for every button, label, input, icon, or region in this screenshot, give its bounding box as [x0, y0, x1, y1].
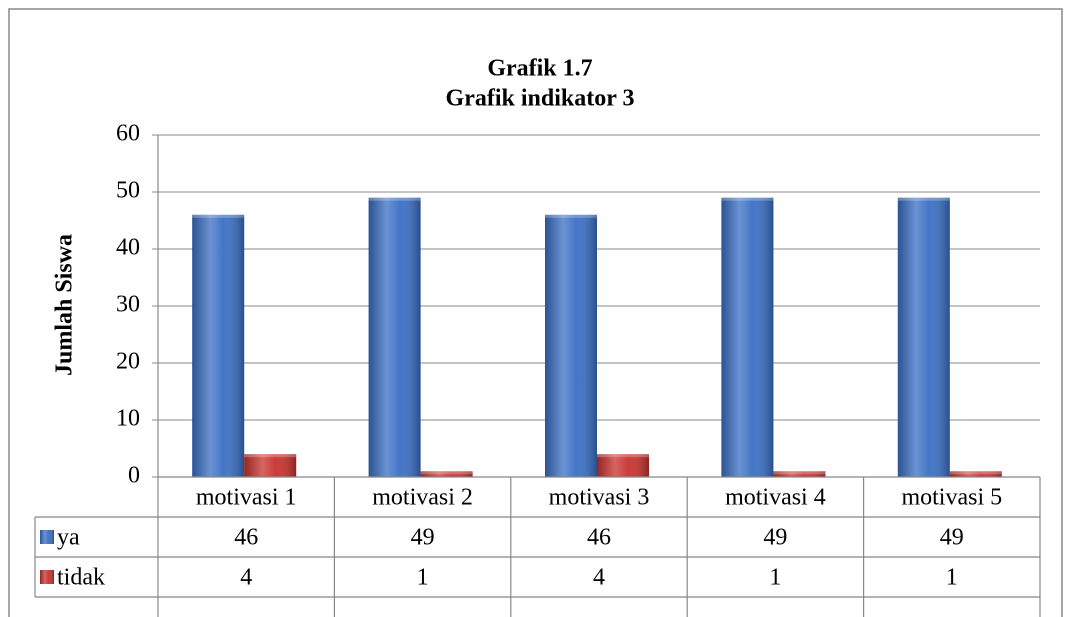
legend-label: tidak — [57, 565, 105, 591]
bar-top — [897, 197, 950, 201]
y-tick-label: 0 — [128, 463, 140, 489]
bar-top — [368, 197, 421, 201]
bar-top — [597, 454, 649, 458]
legend-swatch-shade — [40, 570, 54, 584]
legend-label: ya — [57, 525, 80, 551]
table-value: 49 — [763, 525, 787, 551]
bar-shade — [773, 471, 826, 477]
bar-shade — [721, 197, 774, 477]
bar-shade — [597, 454, 649, 477]
y-tick-label: 40 — [116, 235, 140, 261]
bar-top — [721, 197, 774, 201]
table-value: 1 — [769, 565, 781, 591]
y-axis-label: Jumlah Siswa — [52, 234, 78, 376]
bar-top — [773, 471, 826, 475]
bar-shade — [545, 214, 597, 478]
table-value: 1 — [417, 565, 429, 591]
bar-shade — [897, 197, 950, 477]
table-value: 1 — [946, 565, 958, 591]
y-tick-label: 30 — [116, 292, 140, 318]
bar-top — [244, 454, 297, 458]
x-tick-label: motivasi 1 — [196, 485, 297, 511]
y-tick-label: 10 — [116, 406, 140, 432]
table-value: 46 — [587, 525, 611, 551]
chart-title: Grafik 1.7 — [487, 56, 592, 82]
bar-top — [420, 471, 473, 475]
y-tick-label: 60 — [116, 121, 140, 147]
x-tick-label: motivasi 3 — [549, 485, 650, 511]
bar-shade — [192, 214, 245, 478]
table-value: 4 — [593, 565, 605, 591]
table-value: 49 — [411, 525, 435, 551]
bar-top — [949, 471, 1002, 475]
bar-top — [545, 214, 597, 218]
bar-shade — [420, 471, 473, 477]
x-tick-label: motivasi 5 — [901, 485, 1002, 511]
bar-top — [192, 214, 245, 218]
table-value: 49 — [940, 525, 964, 551]
bar-shade — [949, 471, 1002, 477]
legend-swatch-shade — [40, 530, 54, 544]
y-tick-label: 20 — [116, 349, 140, 375]
chart-frame — [8, 8, 1063, 617]
chart-subtitle: Grafik indikator 3 — [446, 86, 635, 112]
bar-shade — [368, 197, 421, 477]
x-tick-label: motivasi 2 — [372, 485, 473, 511]
table-value: 46 — [234, 525, 258, 551]
bar-shade — [244, 454, 297, 477]
table-value: 4 — [240, 565, 252, 591]
y-tick-label: 50 — [116, 178, 140, 204]
x-tick-label: motivasi 4 — [725, 485, 826, 511]
